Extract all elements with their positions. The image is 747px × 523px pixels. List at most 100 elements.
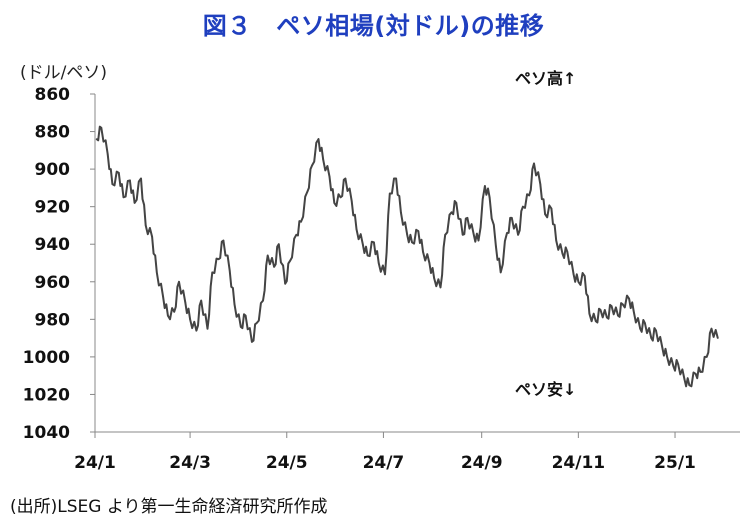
- data-point: [572, 273, 575, 276]
- data-point: [328, 175, 331, 178]
- x-tick-label: 24/3: [169, 453, 211, 473]
- data-point: [284, 282, 287, 285]
- data-point: [306, 190, 309, 193]
- data-point: [650, 337, 653, 339]
- data-point: [666, 356, 668, 358]
- data-point: [422, 250, 424, 253]
- data-point: [517, 234, 519, 236]
- data-point: [555, 239, 557, 242]
- data-point: [200, 299, 202, 302]
- y-tick-label: 860: [35, 85, 71, 105]
- data-point: [373, 241, 375, 244]
- data-point: [144, 224, 147, 227]
- data-point: [699, 371, 702, 373]
- data-point: [588, 312, 591, 315]
- data-point: [488, 196, 491, 199]
- y-tick-label: 940: [35, 235, 71, 255]
- data-point: [484, 185, 486, 187]
- data-point: [511, 217, 513, 219]
- data-point: [262, 299, 264, 302]
- data-point: [566, 250, 569, 253]
- data-point: [677, 363, 679, 366]
- data-point: [317, 138, 320, 140]
- y-tick-label: 1040: [23, 423, 70, 443]
- data-point: [122, 196, 125, 199]
- data-point: [173, 311, 175, 313]
- x-tick-label: 24/5: [266, 453, 308, 473]
- data-point: [366, 254, 369, 257]
- y-unit-label: (ドル/ペソ): [20, 63, 107, 83]
- data-point: [455, 202, 458, 204]
- data-point: [217, 258, 220, 261]
- data-point: [444, 234, 447, 236]
- data-point: [655, 329, 657, 332]
- data-point: [639, 327, 641, 330]
- data-point: [628, 297, 630, 300]
- y-tick-label: 1000: [23, 348, 70, 368]
- annotation-peso-strong: ペソ高↑: [515, 69, 576, 88]
- data-point: [140, 177, 142, 180]
- data-point: [322, 158, 325, 161]
- data-point: [499, 271, 502, 274]
- data-point: [228, 269, 231, 272]
- data-point: [539, 183, 542, 185]
- data-point: [439, 286, 442, 289]
- data-point: [688, 384, 691, 386]
- data-point: [156, 271, 158, 274]
- data-point: [189, 318, 191, 321]
- y-tick-label: 980: [35, 310, 71, 330]
- data-point: [621, 303, 624, 306]
- data-point: [599, 309, 602, 311]
- data-point: [433, 277, 435, 279]
- data-point: [206, 327, 209, 330]
- data-point: [450, 211, 453, 214]
- data-point: [278, 243, 280, 245]
- data-point: [428, 262, 431, 264]
- data-point: [528, 194, 530, 197]
- data-point: [133, 202, 136, 204]
- data-point: [617, 314, 619, 317]
- data-point: [610, 305, 613, 308]
- data-point: [222, 239, 225, 242]
- y-tick-label: 880: [35, 123, 71, 143]
- data-point: [244, 314, 247, 317]
- data-point: [606, 316, 608, 319]
- series-line: [95, 125, 719, 388]
- data-point: [411, 241, 413, 244]
- data-point: [273, 266, 275, 268]
- data-point: [495, 245, 497, 247]
- data-point: [162, 296, 164, 298]
- x-tick-label: 24/11: [552, 453, 606, 473]
- x-tick-label: 24/7: [363, 453, 405, 473]
- data-point: [362, 243, 364, 245]
- data-point: [661, 346, 664, 349]
- data-point: [672, 365, 675, 368]
- data-point: [184, 301, 187, 304]
- data-point: [550, 207, 553, 210]
- y-tick-label: 920: [35, 198, 71, 218]
- source-note: (出所)LSEG より第一生命経済研究所作成: [10, 497, 328, 517]
- data-point: [395, 177, 397, 180]
- data-point: [333, 202, 336, 204]
- annotation-peso-weak: ペソ安↓: [515, 380, 576, 399]
- data-point: [167, 314, 169, 317]
- data-point: [717, 337, 719, 339]
- x-tick-label: 24/1: [74, 453, 116, 473]
- data-point: [533, 162, 535, 165]
- data-point: [195, 329, 198, 332]
- data-point: [683, 378, 686, 381]
- x-tick-label: 25/1: [654, 453, 696, 473]
- data-point: [100, 127, 103, 129]
- data-point: [355, 228, 358, 230]
- data-point: [583, 275, 586, 277]
- data-point: [477, 239, 480, 242]
- data-point: [389, 192, 391, 195]
- data-point: [384, 273, 386, 276]
- data-point: [595, 320, 597, 323]
- data-point: [644, 322, 646, 324]
- y-tick-label: 1020: [23, 385, 70, 405]
- data-point: [95, 138, 98, 140]
- y-tick-label: 900: [35, 160, 71, 180]
- data-point: [255, 322, 258, 324]
- data-point: [710, 327, 713, 330]
